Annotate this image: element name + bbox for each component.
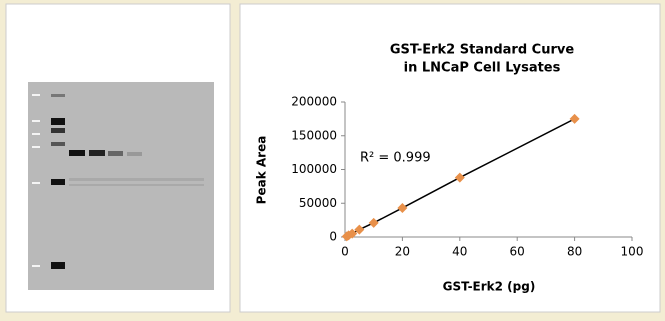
y-tick-label: 0 xyxy=(329,230,337,244)
chart-subtitle: in LNCaP Cell Lysates xyxy=(404,61,561,76)
y-tick-label: 150000 xyxy=(291,128,337,142)
gel-image xyxy=(28,82,214,290)
page: {"chart_data": {"type": "scatter", "titl… xyxy=(0,0,665,317)
x-tick-label: 0 xyxy=(341,245,349,259)
y-tick-label: 100000 xyxy=(291,162,337,176)
figure: GST-Erk2 Standard Curve in LNCaP Cell Ly… xyxy=(0,0,665,317)
x-axis-label: GST-Erk2 (pg) xyxy=(443,280,536,294)
x-tick-label: 60 xyxy=(510,245,525,259)
x-tick-label: 40 xyxy=(452,245,467,259)
x-tick-label: 80 xyxy=(567,245,582,259)
y-tick-label: 50000 xyxy=(299,196,337,210)
x-tick-label: 20 xyxy=(395,245,410,259)
chart-title: GST-Erk2 Standard Curve xyxy=(390,43,575,58)
y-tick-label: 200000 xyxy=(291,95,337,109)
annotation: R² = 0.999 xyxy=(360,151,431,166)
x-tick-label: 100 xyxy=(621,245,644,259)
y-axis-label: Peak Area xyxy=(255,136,269,205)
